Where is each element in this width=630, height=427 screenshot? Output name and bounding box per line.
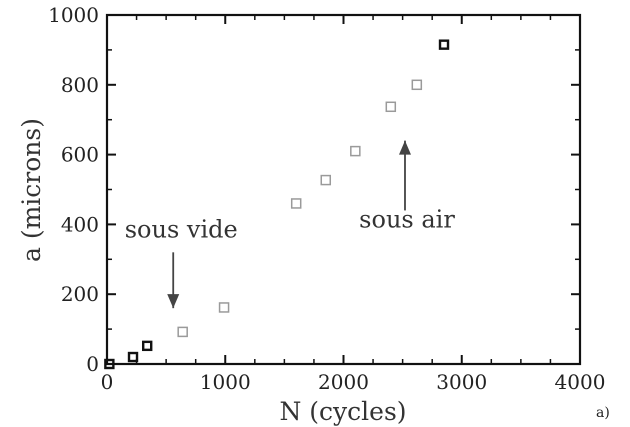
x-axis-title: N (cycles) — [279, 397, 406, 426]
x-tick-label: 1000 — [200, 370, 251, 394]
y-tick-label: 200 — [61, 282, 99, 306]
data-points — [104, 39, 450, 370]
data-point — [290, 198, 302, 209]
axis-ticks: 0 1000 2000 3000 4000 0 200 400 600 800 1000 — [48, 3, 605, 394]
annotation-label: sous vide — [125, 215, 238, 243]
data-point — [104, 358, 115, 370]
data-point — [320, 174, 332, 186]
data-point — [127, 351, 139, 363]
y-tick-label: 1000 — [48, 3, 99, 27]
annotation-label: sous air — [359, 205, 455, 233]
data-point — [218, 302, 230, 313]
y-tick-label: 0 — [86, 352, 99, 376]
x-tick-label: 3000 — [436, 370, 487, 394]
data-point — [438, 39, 450, 50]
data-point — [350, 145, 361, 157]
x-tick-label: 0 — [101, 370, 114, 394]
y-axis-title: a (microns) — [17, 118, 46, 262]
annotation-arrow-head — [167, 294, 180, 309]
data-point — [177, 326, 188, 338]
y-tick-label: 400 — [61, 212, 99, 236]
y-tick-label: 800 — [61, 73, 99, 97]
annotation-arrow-head — [398, 140, 411, 155]
panel-label: a) — [596, 405, 610, 421]
x-tick-label: 4000 — [555, 370, 606, 394]
annotations: sous vide sous air — [125, 140, 455, 309]
data-point — [385, 101, 397, 113]
x-tick-label: 2000 — [318, 370, 369, 394]
y-tick-label: 600 — [61, 143, 99, 167]
data-point — [142, 340, 153, 352]
plot-frame — [105, 13, 582, 366]
data-point — [411, 79, 423, 91]
